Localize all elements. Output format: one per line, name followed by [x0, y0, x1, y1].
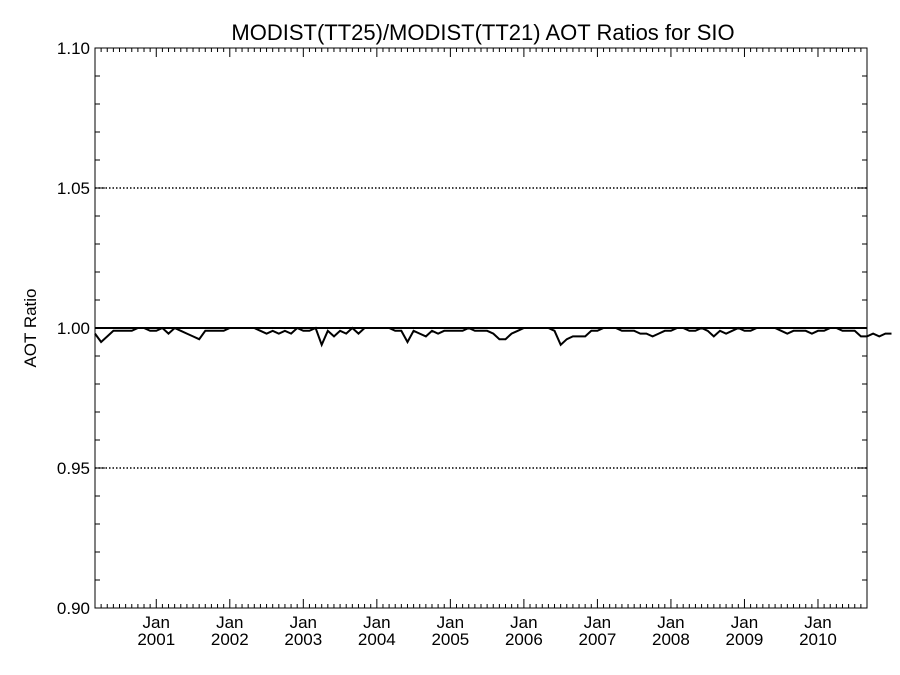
x-tick-year-label: 2007: [578, 630, 616, 649]
y-tick-label: 0.95: [57, 459, 90, 478]
x-tick-year-label: 2004: [358, 630, 396, 649]
y-tick-label: 0.90: [57, 599, 90, 618]
x-tick-year-label: 2005: [431, 630, 469, 649]
y-axis-label: AOT Ratio: [21, 288, 40, 367]
x-tick-year-label: 2002: [211, 630, 249, 649]
y-tick-label: 1.10: [57, 39, 90, 58]
x-tick-year-label: 2009: [726, 630, 764, 649]
x-tick-year-label: 2001: [137, 630, 175, 649]
x-tick-year-label: 2006: [505, 630, 543, 649]
x-tick-month-label: Jan: [804, 613, 831, 632]
x-tick-year-label: 2008: [652, 630, 690, 649]
series-line: [94, 326, 892, 348]
x-tick-month-label: Jan: [731, 613, 758, 632]
y-tick-label: 1.00: [57, 319, 90, 338]
y-tick-labels: 0.90 0.95 1.00 1.05 1.10: [57, 39, 90, 618]
x-tick-month-label: Jan: [584, 613, 611, 632]
x-tick-month-label: Jan: [363, 613, 390, 632]
chart-title: MODIST(TT25)/MODIST(TT21) AOT Ratios for…: [231, 20, 734, 45]
x-tick-labels: Jan2001Jan2002Jan2003Jan2004Jan2005Jan20…: [137, 613, 837, 649]
x-tick-year-label: 2010: [799, 630, 837, 649]
x-tick-month-label: Jan: [143, 613, 170, 632]
reference-lines: [95, 187, 867, 469]
x-tick-year-label: 2003: [284, 630, 322, 649]
plot-frame: [94, 47, 868, 609]
x-tick-month-label: Jan: [657, 613, 684, 632]
x-tick-month-label: Jan: [216, 613, 243, 632]
x-tick-month-label: Jan: [437, 613, 464, 632]
axis-ticks: [94, 47, 868, 609]
x-tick-month-label: Jan: [510, 613, 537, 632]
y-tick-label: 1.05: [57, 179, 90, 198]
x-tick-month-label: Jan: [290, 613, 317, 632]
